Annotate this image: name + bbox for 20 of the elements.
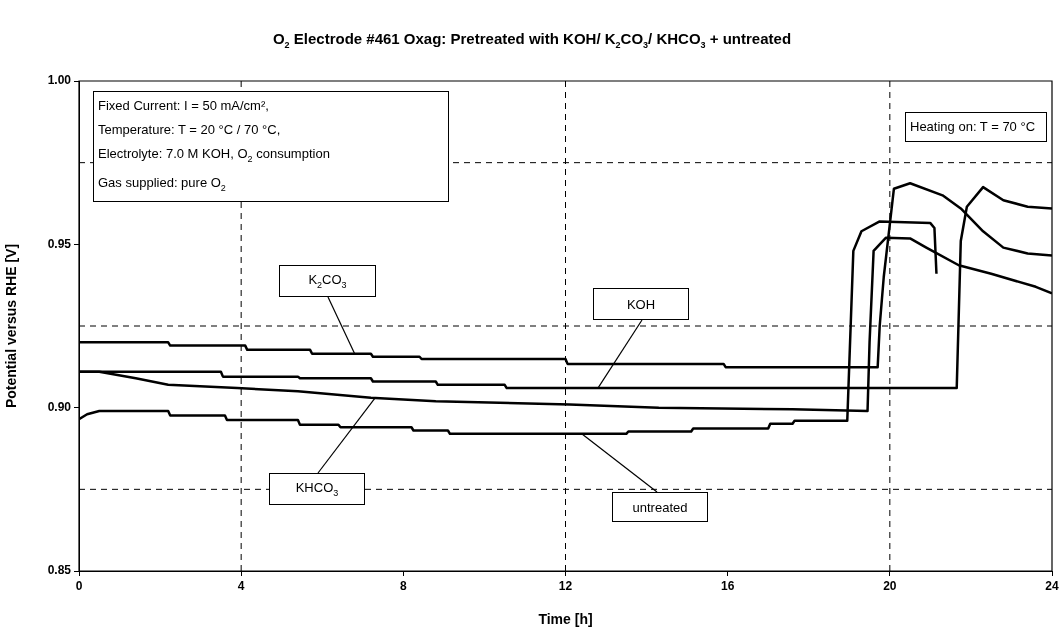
label-box: KHCO$_{3}$ <box>269 473 365 505</box>
x-axis-title: Time [h] <box>538 611 593 628</box>
label-box: K$_{2}$CO$_{3}$ <box>279 265 376 297</box>
y-tick-label: 0.90 <box>47 399 72 414</box>
note-box: Heating on: T = 70 °C <box>905 112 1047 142</box>
x-tick-label: 8 <box>399 578 407 593</box>
x-tick-label: 20 <box>883 578 897 593</box>
chart-title: O$_{2}$ Electrode #461 Oxag: Pretreated with KOH/ K$_{2}$CO$_{3}$/ KHCO$_{3}$ + untreated <box>272 30 792 50</box>
note-box: Fixed Current: I = 50 mA/cm², Temperature: T = 20 °C / 70 °C, Electrolyte: 7.0 M KOH, O$_{2}$ consumption Gas supplied: pure O$_{2}$ <box>93 91 449 203</box>
x-tick-label: 12 <box>558 578 573 593</box>
label-box: KOH <box>593 288 689 320</box>
y-axis-title: Potential versus RHE [V] <box>3 243 20 409</box>
y-tick-label: 0.95 <box>47 236 72 251</box>
y-tick-label: 0.85 <box>47 563 72 578</box>
label-box: untreated <box>612 492 708 522</box>
y-tick-label: 1.00 <box>47 73 72 88</box>
x-tick-label: 24 <box>1045 578 1059 593</box>
x-tick-label: 16 <box>720 578 735 593</box>
x-tick-label: 4 <box>237 578 245 593</box>
x-tick-label: 0 <box>75 578 83 593</box>
